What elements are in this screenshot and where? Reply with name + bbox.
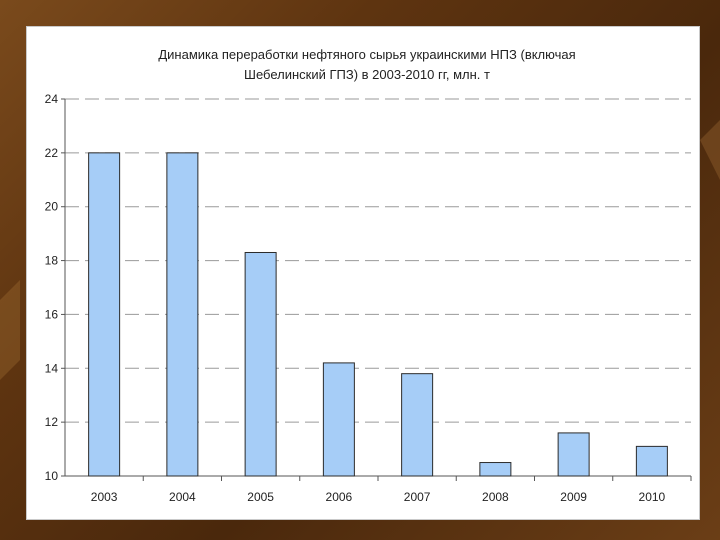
x-tick-label: 2008 (482, 490, 509, 504)
x-tick-label: 2005 (247, 490, 274, 504)
bar-2010 (635, 445, 668, 477)
chart-title: Динамика переработки нефтяного сырья укр… (87, 45, 647, 85)
x-tick-label: 2006 (326, 490, 353, 504)
y-tick-label: 22 (45, 146, 59, 160)
bar-chart: 10 12 14 16 18 20 22 24 2003 2004 2005 2006 2007 2008… (45, 92, 692, 504)
bar-2009 (557, 432, 590, 477)
y-tick-label: 20 (45, 200, 59, 214)
y-tick-label: 18 (45, 254, 59, 268)
x-tick-label: 2004 (169, 490, 196, 504)
bar-2003 (88, 152, 121, 477)
bar-2004 (166, 152, 199, 477)
y-tick-label: 12 (45, 415, 59, 429)
bar-2007 (401, 373, 434, 477)
x-tick-label: 2009 (560, 490, 587, 504)
chart-frame: Динамика переработки нефтяного сырья укр… (26, 26, 700, 520)
bar-2005 (244, 251, 277, 477)
x-tick-label: 2010 (639, 490, 666, 504)
bar-2008 (479, 462, 512, 477)
y-tick-label: 24 (45, 92, 59, 106)
bar-2006 (322, 362, 355, 477)
chart-title-line1: Динамика переработки нефтяного сырья укр… (158, 47, 576, 62)
y-tick-label: 16 (45, 307, 59, 321)
y-tick-label: 10 (45, 469, 59, 483)
x-tick-label: 2007 (404, 490, 431, 504)
x-tick-label: 2003 (91, 490, 118, 504)
y-tick-label: 14 (45, 361, 59, 375)
chart-title-line2: Шебелинский ГПЗ) в 2003-2010 гг, млн. т (244, 67, 490, 82)
